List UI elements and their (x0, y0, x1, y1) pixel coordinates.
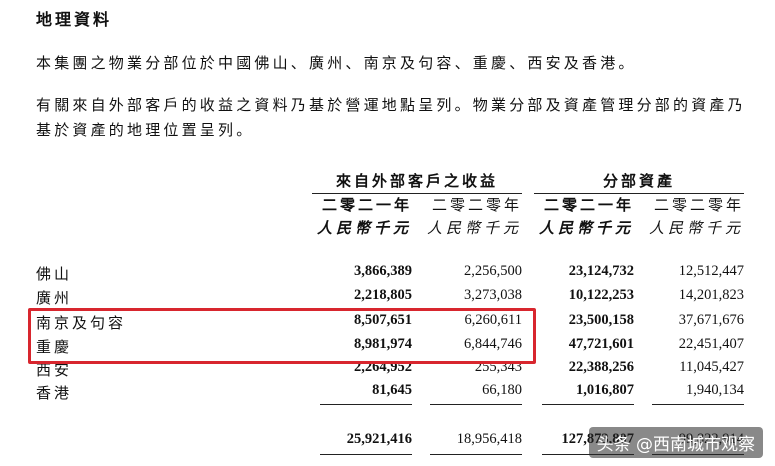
cell-value: 1,016,807 (576, 382, 634, 398)
cell-value: 6,844,746 (464, 336, 522, 352)
cell-value: 11,045,427 (679, 359, 744, 375)
cell-value: 22,388,256 (568, 359, 634, 375)
row-label: 南京及句容 (36, 316, 127, 332)
cell-value: 3,273,038 (464, 287, 522, 303)
section-title: 地理資料 (36, 12, 113, 29)
total-value: 25,921,416 (346, 431, 412, 447)
sum-rule (652, 404, 744, 405)
group-header: 分部資產 (602, 174, 675, 190)
unit-header: 人民幣千元 (648, 221, 744, 237)
cell-value: 66,180 (482, 382, 522, 398)
cell-value: 23,124,732 (568, 263, 634, 279)
paragraph: 本集團之物業分部位於中國佛山、廣州、南京及句容、重慶、西安及香港。 (36, 56, 637, 72)
year-header: 二零二一年 (321, 198, 412, 214)
unit-header: 人民幣千元 (426, 221, 522, 237)
row-label: 廣州 (36, 291, 73, 307)
cell-value: 3,866,389 (354, 263, 412, 279)
watermark: 头条 @西南城市观察 (588, 427, 763, 458)
row-label: 香港 (36, 386, 73, 402)
header-rule (534, 193, 744, 194)
highlight-box (28, 308, 536, 364)
year-header: 二零二零年 (653, 198, 744, 214)
row-label: 佛山 (36, 267, 73, 283)
cell-value: 6,260,611 (464, 312, 522, 328)
sum-rule (430, 404, 522, 405)
cell-value: 10,122,253 (568, 287, 634, 303)
paragraph: 有關來自外部客戶的收益之資料乃基於營運地點呈列。物業分部及資產管理分部的資產乃基… (36, 98, 746, 139)
cell-value: 8,981,974 (354, 336, 412, 352)
sum-rule (542, 404, 634, 405)
cell-value: 8,507,651 (354, 312, 412, 328)
year-header: 二零二零年 (431, 198, 522, 214)
cell-value: 47,721,601 (568, 336, 634, 352)
total-value: 18,956,418 (456, 431, 522, 447)
cell-value: 14,201,823 (678, 287, 744, 303)
unit-header: 人民幣千元 (538, 221, 634, 237)
cell-value: 2,256,500 (464, 263, 522, 279)
cell-value: 12,512,447 (678, 263, 744, 279)
cell-value: 2,218,805 (354, 287, 412, 303)
unit-header: 人民幣千元 (316, 221, 412, 237)
cell-value: 23,500,158 (568, 312, 634, 328)
total-rule (430, 454, 522, 455)
row-label: 西安 (36, 363, 73, 379)
cell-value: 81,645 (372, 382, 412, 398)
group-header: 來自外部客戶之收益 (335, 174, 498, 190)
cell-value: 37,671,676 (678, 312, 744, 328)
cell-value: 1,940,134 (686, 382, 744, 398)
sum-rule (320, 404, 412, 405)
cell-value: 22,451,407 (678, 336, 744, 352)
total-rule (542, 454, 634, 455)
header-rule (312, 193, 522, 194)
row-label: 重慶 (36, 340, 73, 356)
year-header: 二零二一年 (543, 198, 634, 214)
total-rule (320, 454, 412, 455)
